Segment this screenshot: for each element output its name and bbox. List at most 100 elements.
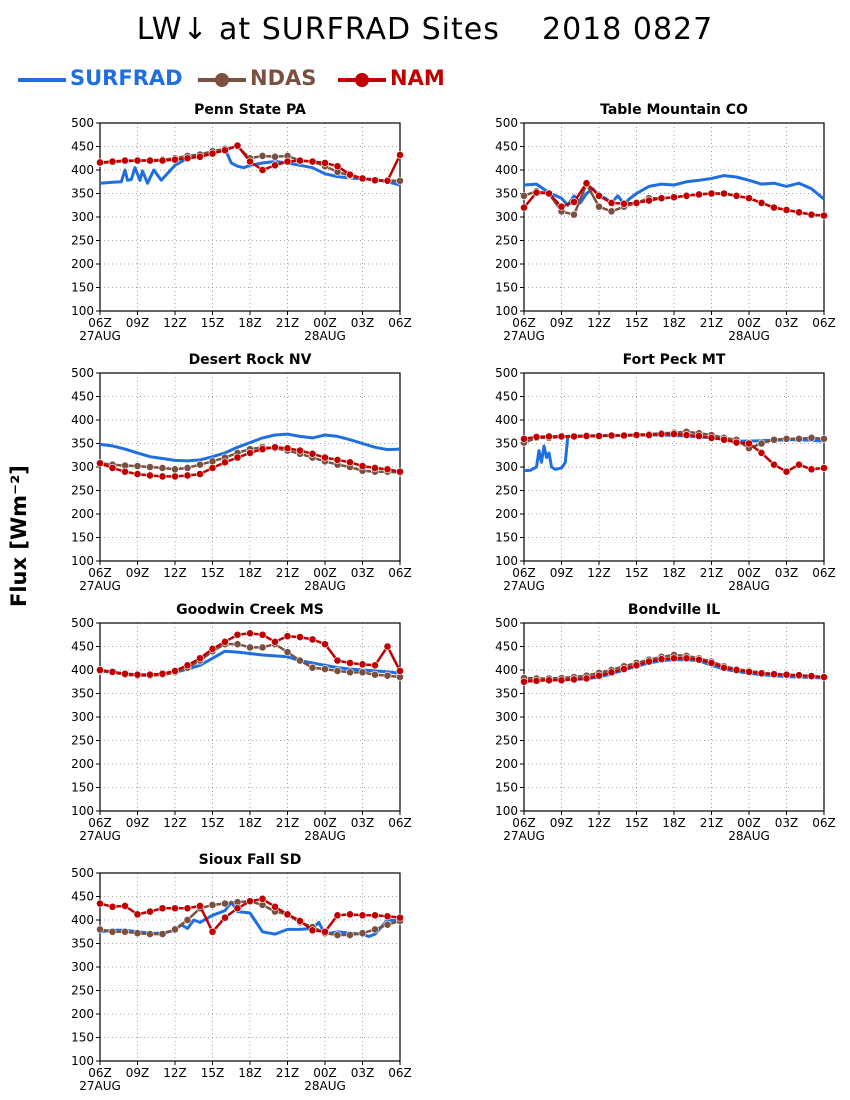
data-point-nam — [233, 904, 242, 913]
data-point-nam — [707, 659, 716, 667]
data-point-nam — [383, 642, 392, 651]
data-point-ndas — [246, 643, 254, 652]
x-tick-label: 09Z — [550, 566, 574, 580]
legend-label-surfrad: SURFRAD — [70, 66, 183, 90]
data-point-nam — [807, 210, 816, 219]
y-tick-label: 350 — [495, 437, 518, 451]
data-point-nam — [670, 654, 678, 663]
data-point-ndas — [258, 643, 267, 652]
data-point-nam — [795, 208, 803, 217]
x-tick-label: 09Z — [126, 316, 150, 330]
data-point-ndas — [371, 925, 379, 934]
y-tick-label: 250 — [71, 734, 94, 748]
data-point-nam — [645, 657, 653, 666]
y-tick-label: 200 — [495, 757, 518, 771]
data-point-nam — [233, 630, 242, 639]
x-tick-label: 00Z — [737, 566, 761, 580]
y-tick-label: 150 — [71, 1031, 94, 1045]
y-tick-label: 300 — [71, 710, 94, 724]
x-tick-label: 15Z — [625, 566, 649, 580]
data-point-nam — [233, 453, 242, 462]
data-point-nam — [271, 443, 279, 452]
data-point-nam — [208, 644, 217, 653]
data-point-nam — [321, 453, 329, 462]
date-label: 28AUG — [728, 329, 770, 343]
x-tick-label: 06Z — [388, 566, 412, 580]
y-tick-label: 350 — [71, 187, 94, 201]
chart-panel-3: Fort Peck MT 100 150 200 250 300 350 400 450 500 0… — [495, 352, 836, 593]
y-tick-label: 300 — [71, 210, 94, 224]
x-tick-label: 06Z — [812, 566, 836, 580]
data-point-nam — [532, 188, 541, 197]
data-point-nam — [520, 677, 528, 686]
y-tick-label: 100 — [71, 804, 94, 818]
data-point-nam — [695, 655, 703, 664]
data-point-nam — [296, 633, 304, 641]
y-tick-label: 150 — [495, 531, 518, 545]
date-label: 28AUG — [728, 579, 770, 593]
y-tick-label: 300 — [495, 210, 518, 224]
data-point-nam — [133, 910, 142, 919]
data-point-nam — [820, 211, 828, 220]
x-tick-label: 12Z — [163, 816, 187, 830]
data-point-nam — [545, 432, 553, 441]
legend-label-nam: NAM — [390, 66, 445, 90]
data-point-nam — [695, 432, 703, 440]
legend-label-ndas: NDAS — [250, 66, 317, 90]
data-point-nam — [707, 189, 716, 198]
data-point-nam — [532, 433, 541, 441]
data-point-nam — [196, 470, 204, 478]
data-point-nam — [283, 632, 292, 641]
x-tick-label: 06Z — [388, 316, 412, 330]
data-point-nam — [221, 146, 229, 155]
data-point-nam — [371, 464, 379, 472]
x-tick-label: 06Z — [512, 316, 536, 330]
y-tick-label: 300 — [71, 460, 94, 474]
data-point-ndas — [782, 434, 791, 443]
y-tick-label: 150 — [71, 531, 94, 545]
data-point-nam — [258, 894, 267, 903]
data-point-nam — [196, 654, 204, 663]
x-tick-label: 03Z — [351, 816, 375, 830]
x-tick-label: 21Z — [276, 316, 300, 330]
y-tick-label: 500 — [71, 366, 94, 380]
x-tick-label: 09Z — [126, 816, 150, 830]
data-point-nam — [308, 449, 317, 458]
data-point-ndas — [820, 434, 828, 443]
data-point-ndas — [383, 920, 392, 929]
x-tick-label: 15Z — [625, 816, 649, 830]
data-point-ndas — [296, 656, 304, 665]
data-point-nam — [183, 904, 192, 913]
data-point-nam — [96, 158, 104, 167]
y-tick-label: 100 — [71, 554, 94, 568]
plot-frame — [99, 622, 401, 812]
data-point-nam — [557, 676, 566, 685]
y-tick-label: 150 — [495, 781, 518, 795]
data-point-nam — [371, 176, 379, 185]
data-point-nam — [520, 434, 528, 443]
data-point-nam — [183, 154, 192, 163]
data-point-ndas — [383, 671, 392, 680]
data-point-ndas — [121, 927, 129, 936]
data-point-ndas — [333, 931, 342, 939]
series-line-surfrad — [523, 174, 825, 207]
data-point-nam — [333, 456, 342, 464]
data-point-nam — [108, 902, 117, 911]
data-point-ndas — [770, 435, 778, 444]
data-point-nam — [570, 432, 578, 441]
x-tick-label: 15Z — [201, 816, 225, 830]
data-point-nam — [133, 470, 142, 478]
data-point-nam — [732, 666, 741, 674]
data-point-nam — [532, 676, 541, 685]
x-tick-label: 06Z — [512, 816, 536, 830]
data-point-nam — [283, 910, 292, 919]
y-tick-label: 250 — [495, 484, 518, 498]
x-tick-label: 12Z — [163, 1066, 187, 1080]
data-point-nam — [595, 191, 603, 200]
data-point-nam — [695, 190, 703, 199]
data-point-nam — [183, 471, 192, 480]
data-point-nam — [221, 913, 229, 922]
y-tick-label: 450 — [71, 390, 94, 404]
y-tick-label: 500 — [71, 116, 94, 130]
data-point-ndas — [146, 930, 154, 938]
